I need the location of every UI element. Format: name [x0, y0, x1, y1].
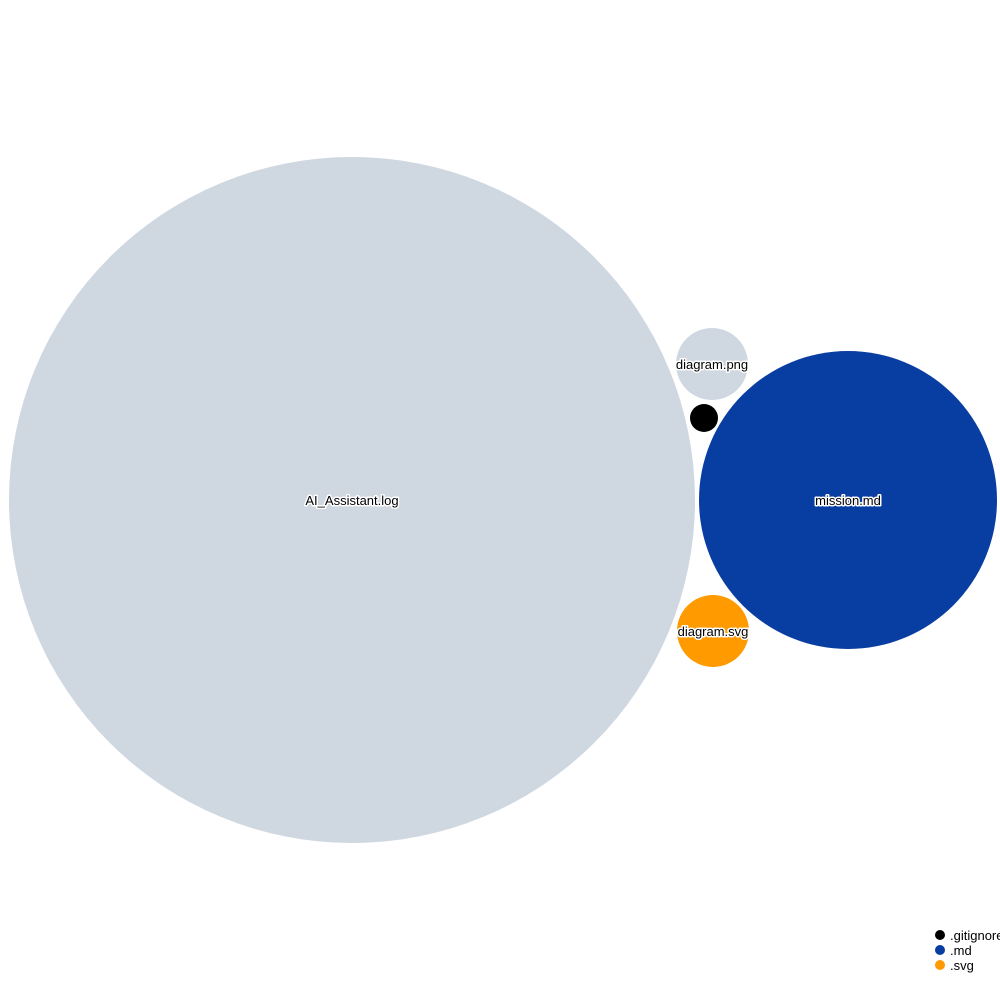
- legend-label-md: .md: [950, 943, 972, 958]
- bubble-gitignore[interactable]: [690, 404, 718, 432]
- legend-swatch-gitignore: [935, 930, 945, 940]
- bubble-diagram-svg[interactable]: [677, 595, 749, 667]
- bubble-mission-md[interactable]: [699, 351, 997, 649]
- bubble-diagram-png[interactable]: [676, 328, 748, 400]
- bubble-label-ai-assistant-log: AI_Assistant.log: [305, 493, 398, 508]
- legend: .gitignore.md.svg: [935, 928, 1000, 973]
- legend-label-gitignore: .gitignore: [950, 928, 1000, 943]
- bubble-label-diagram-png: diagram.png: [676, 357, 748, 372]
- legend-label-svg: .svg: [950, 958, 974, 973]
- bubble-ai-assistant-log[interactable]: [9, 157, 695, 843]
- legend-swatch-md: [935, 945, 945, 955]
- bubble-group: AI_Assistant.log mission.md diagram.png dia…: [9, 157, 997, 843]
- bubble-label-diagram-svg: diagram.svg: [678, 624, 749, 639]
- bubble-label-mission-md: mission.md: [815, 493, 881, 508]
- legend-swatch-svg: [935, 960, 945, 970]
